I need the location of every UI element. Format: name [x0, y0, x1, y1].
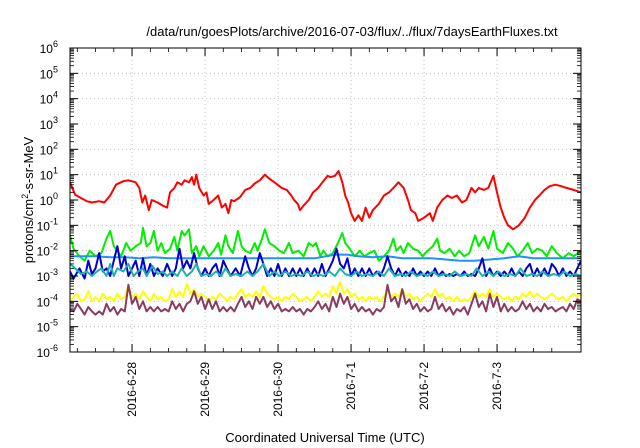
x-tick-label: 2016-7-2	[417, 362, 431, 410]
y-tick-base: 10	[37, 219, 51, 233]
y-tick-base: 10	[37, 321, 51, 335]
x-tick-label: 2016-7-1	[344, 362, 358, 410]
x-tick-labels: 2016-6-28 2016-6-29 2016-6-30 2016-7-1 2016-…	[125, 362, 504, 417]
y-tick-base: 10	[40, 143, 54, 157]
chart-title: /data/run/goesPlots/archive/2016-07-03/f…	[146, 24, 558, 39]
y-tick-exponent: 4	[53, 90, 58, 100]
y-axis-label-part1: protons/cm	[21, 199, 36, 263]
y-tick-label: 10-3	[37, 267, 58, 284]
y-tick-base: 10	[37, 270, 51, 284]
y-tick-label: 10-4	[37, 292, 58, 309]
y-axis-label-part2: -s-sr-MeV	[21, 136, 36, 193]
y-tick-base: 10	[40, 93, 54, 107]
y-tick-label: 10-6	[37, 343, 58, 360]
y-tick-label: 100	[40, 191, 58, 208]
series-line-4	[70, 262, 581, 277]
grid-lines	[70, 48, 581, 352]
y-tick-label: 102	[40, 140, 58, 157]
series-line-1	[70, 226, 581, 262]
y-tick-base: 10	[37, 245, 51, 259]
y-tick-label: 106	[40, 39, 58, 56]
y-tick-label: 10-5	[37, 318, 58, 335]
x-tick-label: 2016-6-30	[271, 362, 285, 417]
series-layer	[70, 170, 581, 316]
y-tick-label: 101	[40, 166, 58, 183]
y-tick-exponent: 0	[53, 191, 58, 201]
y-tick-base: 10	[40, 169, 54, 183]
y-tick-base: 10	[37, 346, 51, 360]
series-line-5	[70, 280, 581, 303]
y-tick-exponent: -5	[50, 318, 58, 328]
x-tick-label: 2016-7-3	[490, 362, 504, 410]
y-tick-label: 10-2	[37, 242, 58, 259]
y-tick-exponent: 3	[53, 115, 58, 125]
y-axis-label: protons/cm2-s-sr-MeV	[20, 136, 36, 263]
series-line-0	[70, 170, 581, 231]
y-tick-exponent: 5	[53, 64, 58, 74]
y-tick-exponent: -1	[50, 216, 58, 226]
y-tick-label: 104	[40, 90, 58, 107]
y-tick-exponent: 2	[53, 140, 58, 150]
y-tick-label: 103	[40, 115, 58, 132]
x-axis-label: Coordinated Universal Time (UTC)	[225, 430, 424, 445]
y-tick-exponent: -3	[50, 267, 58, 277]
y-tick-exponent: 6	[53, 39, 58, 49]
y-tick-label: 105	[40, 64, 58, 81]
y-tick-labels: 10-610-510-410-310-210-11001011021031041…	[37, 39, 58, 360]
x-tick-label: 2016-6-29	[198, 362, 212, 417]
y-tick-exponent: -4	[50, 292, 58, 302]
x-tick-label: 2016-6-28	[125, 362, 139, 417]
y-axis-label-superscript: 2	[20, 194, 30, 199]
y-tick-base: 10	[40, 118, 54, 132]
y-tick-base: 10	[37, 295, 51, 309]
series-line-6	[70, 283, 581, 316]
y-tick-label: 10-1	[37, 216, 58, 233]
y-tick-exponent: -6	[50, 343, 58, 353]
y-tick-base: 10	[40, 42, 54, 56]
series-line-2	[70, 253, 581, 262]
y-tick-base: 10	[40, 67, 54, 81]
y-tick-exponent: -2	[50, 242, 58, 252]
y-tick-base: 10	[40, 194, 54, 208]
axis-ticks	[70, 47, 581, 353]
y-tick-exponent: 1	[53, 166, 58, 176]
